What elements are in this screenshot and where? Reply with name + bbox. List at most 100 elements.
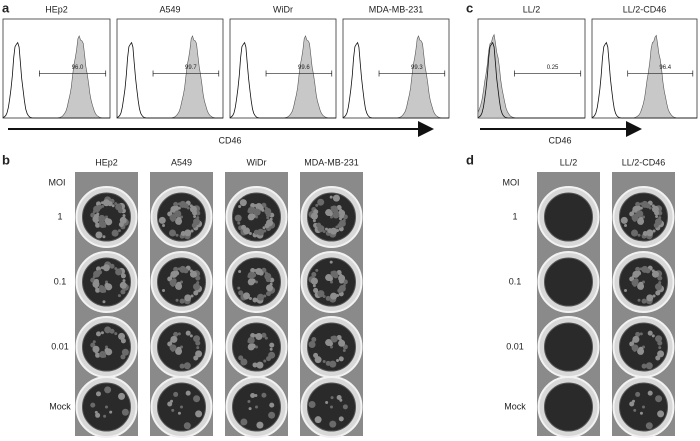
plaque [115,268,123,276]
plaque [635,201,641,207]
plaque [189,270,197,278]
plaque [247,399,251,403]
plaque [257,228,265,236]
plaque [316,222,322,228]
plaque [189,334,193,338]
plaque [330,405,333,409]
plaque [637,233,641,237]
plaque [158,216,166,224]
plaque [121,348,129,356]
plaque [635,266,641,272]
plaque [174,270,180,276]
column-header: A549 [171,157,192,167]
plaque [342,404,348,410]
plaque [269,402,275,408]
plaque [638,346,644,352]
plaque [183,362,191,370]
plaque [111,229,119,237]
plaque [620,216,628,224]
plaque [648,206,652,210]
plaque [179,298,185,304]
plaque [639,206,643,210]
histogram-title: A549 [159,4,180,14]
plaque [238,204,242,208]
plaque [654,210,660,216]
gate-percent: 99.6 [298,65,310,71]
plaque [330,396,334,400]
plaque [261,332,267,338]
plaque [175,233,179,237]
plaque [266,291,272,297]
control-histogram [116,41,223,119]
plaque [636,205,642,211]
plaque [247,336,255,344]
plaque [329,360,337,368]
plaque [95,412,101,418]
plaque [325,360,331,366]
plaque [109,410,113,414]
plaque [250,213,256,219]
plaque [104,347,110,353]
plaque [645,362,653,370]
plaque [315,268,319,272]
plaque [330,292,338,300]
plaque [655,395,663,403]
histogram-title: WiDr [273,4,293,14]
plaque [94,410,98,414]
plaque [180,405,183,409]
plaque [92,345,100,353]
plaque [117,294,121,298]
plaque [193,290,199,296]
plaque [314,416,322,424]
plaque [240,418,248,426]
plaque [179,363,185,369]
plaque [248,231,252,235]
plaque [250,343,256,349]
plaque [655,335,663,343]
plaque [261,208,265,212]
plaque [253,229,259,235]
plaque [639,332,643,336]
plaque [337,223,343,229]
plaque [101,204,105,208]
plaque [195,350,203,358]
plaque [95,287,101,293]
plaque [645,422,653,430]
plaque [252,362,258,368]
histogram-frame [229,18,337,119]
plaque [170,335,178,343]
plaque [250,202,256,208]
column-header: LL/2 [560,157,578,167]
gate-percent: 99.3 [411,65,423,71]
row-header: MOI [49,177,66,187]
plaque [195,410,203,418]
plaque [176,216,182,222]
plaque [255,345,258,349]
gate [152,70,220,77]
gate-percent: 99.7 [185,65,197,71]
plaque [243,292,251,300]
plaque [177,206,181,210]
column-header: LL/2-CD46 [622,157,666,167]
plaque [263,359,267,363]
histogram-frame [2,18,111,119]
plaque [254,394,258,398]
plaque [313,287,319,293]
plaque [264,223,270,229]
plaque [117,208,123,214]
plaque [636,210,644,218]
plaque [655,290,661,296]
row-header: MOI [503,177,520,187]
plaque [255,280,258,284]
plaque [171,408,175,412]
plaque [310,277,318,285]
plaque [114,332,118,336]
plaque [632,335,640,343]
plaque [266,284,274,292]
plaque [109,328,115,334]
plaque [248,407,252,411]
plaque [312,219,316,223]
plaque [657,275,663,281]
plaque [191,222,197,228]
plaque [336,359,340,363]
